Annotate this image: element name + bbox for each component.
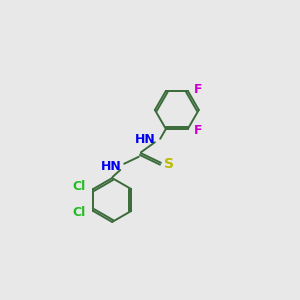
Text: HN: HN bbox=[135, 134, 156, 146]
Text: S: S bbox=[164, 157, 174, 171]
Text: Cl: Cl bbox=[73, 206, 86, 219]
Text: F: F bbox=[194, 124, 203, 136]
Text: Cl: Cl bbox=[73, 180, 86, 193]
Text: F: F bbox=[194, 83, 203, 96]
Text: HN: HN bbox=[101, 160, 122, 173]
